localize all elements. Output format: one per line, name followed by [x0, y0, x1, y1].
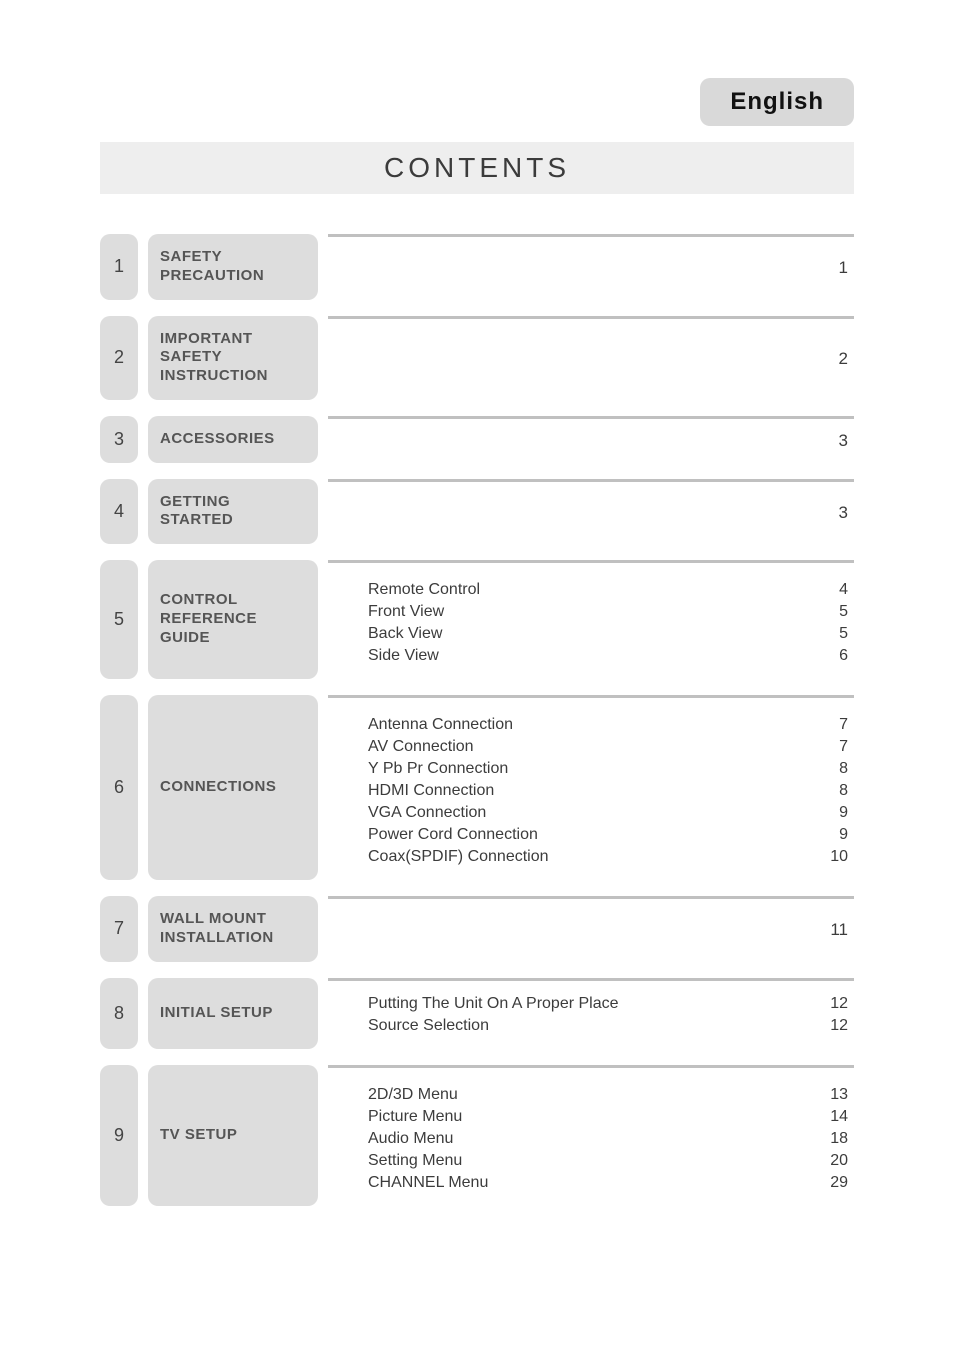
detail-page: 4	[808, 581, 848, 599]
detail-text: Picture Menu	[368, 1108, 462, 1126]
detail-page: 8	[808, 782, 848, 800]
section-row: 8 INITIAL SETUP Putting The Unit On A Pr…	[100, 978, 854, 1049]
section-details: Putting The Unit On A Proper Place 12 Sou…	[328, 978, 854, 1049]
section-label: WALL MOUNT INSTALLATION	[148, 896, 318, 962]
section-number: 2	[100, 316, 138, 400]
detail-page: 6	[808, 647, 848, 665]
detail-line: Audio Menu 18	[368, 1130, 848, 1148]
detail-page: 18	[808, 1130, 848, 1148]
detail-text: Side View	[368, 647, 439, 665]
detail-text: CHANNEL Menu	[368, 1174, 488, 1192]
detail-page: 5	[808, 625, 848, 643]
detail-page: 5	[808, 603, 848, 621]
section-number: 1	[100, 234, 138, 300]
section-row: 1 SAFETY PRECAUTION 1	[100, 234, 854, 300]
section-label: CONTROL REFERENCE GUIDE	[148, 560, 318, 679]
detail-page: 13	[808, 1086, 848, 1104]
detail-page: 10	[808, 848, 848, 866]
detail-line: Remote Control 4	[368, 581, 848, 599]
section-number: 9	[100, 1065, 138, 1206]
detail-text: Antenna Connection	[368, 716, 513, 734]
detail-page: 12	[808, 1017, 848, 1035]
section-row: 2 IMPORTANT SAFETY INSTRUCTION 2	[100, 316, 854, 400]
section-number: 3	[100, 416, 138, 463]
section-row: 6 CONNECTIONS Antenna Connection 7 AV Con…	[100, 695, 854, 880]
detail-page: 14	[808, 1108, 848, 1126]
detail-text: Y Pb Pr Connection	[368, 760, 508, 778]
detail-text: Audio Menu	[368, 1130, 453, 1148]
section-page: 1	[328, 234, 854, 300]
detail-page: 9	[808, 826, 848, 844]
detail-line: Source Selection 12	[368, 1017, 848, 1035]
section-row: 7 WALL MOUNT INSTALLATION 11	[100, 896, 854, 962]
detail-text: Back View	[368, 625, 442, 643]
detail-text: VGA Connection	[368, 804, 486, 822]
detail-text: Putting The Unit On A Proper Place	[368, 995, 619, 1013]
detail-line: Antenna Connection 7	[368, 716, 848, 734]
detail-text: Coax(SPDIF) Connection	[368, 848, 549, 866]
page-title: CONTENTS	[384, 152, 570, 184]
section-row: 5 CONTROL REFERENCE GUIDE Remote Control…	[100, 560, 854, 679]
section-label: ACCESSORIES	[148, 416, 318, 463]
detail-line: Side View 6	[368, 647, 848, 665]
section-page: 3	[328, 416, 854, 463]
detail-page: 12	[808, 995, 848, 1013]
section-label: INITIAL SETUP	[148, 978, 318, 1049]
detail-text: Front View	[368, 603, 444, 621]
detail-line: Back View 5	[368, 625, 848, 643]
section-number: 7	[100, 896, 138, 962]
detail-page: 9	[808, 804, 848, 822]
title-bar: CONTENTS	[100, 142, 854, 194]
detail-text: AV Connection	[368, 738, 474, 756]
detail-line: Power Cord Connection 9	[368, 826, 848, 844]
section-label: TV SETUP	[148, 1065, 318, 1206]
section-row: 3 ACCESSORIES 3	[100, 416, 854, 463]
detail-text: Power Cord Connection	[368, 826, 538, 844]
section-details: Remote Control 4 Front View 5 Back View 5 S…	[328, 560, 854, 679]
detail-line: Y Pb Pr Connection 8	[368, 760, 848, 778]
detail-text: HDMI Connection	[368, 782, 494, 800]
section-number: 5	[100, 560, 138, 679]
detail-text: 2D/3D Menu	[368, 1086, 458, 1104]
detail-page: 8	[808, 760, 848, 778]
detail-page: 7	[808, 738, 848, 756]
detail-line: Setting Menu 20	[368, 1152, 848, 1170]
detail-line: Coax(SPDIF) Connection 10	[368, 848, 848, 866]
section-row: 9 TV SETUP 2D/3D Menu 13 Picture Menu 14 A…	[100, 1065, 854, 1206]
detail-text: Setting Menu	[368, 1152, 462, 1170]
detail-page: 7	[808, 716, 848, 734]
section-number: 8	[100, 978, 138, 1049]
section-page: 2	[328, 316, 854, 400]
section-label: SAFETY PRECAUTION	[148, 234, 318, 300]
detail-line: Front View 5	[368, 603, 848, 621]
detail-page: 20	[808, 1152, 848, 1170]
section-number: 4	[100, 479, 138, 545]
detail-line: CHANNEL Menu 29	[368, 1174, 848, 1192]
detail-line: HDMI Connection 8	[368, 782, 848, 800]
detail-line: AV Connection 7	[368, 738, 848, 756]
detail-line: Picture Menu 14	[368, 1108, 848, 1126]
detail-page: 29	[808, 1174, 848, 1192]
section-details: Antenna Connection 7 AV Connection 7 Y Pb …	[328, 695, 854, 880]
section-page: 11	[328, 896, 854, 962]
section-row: 4 GETTING STARTED 3	[100, 479, 854, 545]
section-label: GETTING STARTED	[148, 479, 318, 545]
section-page: 3	[328, 479, 854, 545]
section-label: CONNECTIONS	[148, 695, 318, 880]
language-badge: English	[700, 78, 854, 126]
detail-line: VGA Connection 9	[368, 804, 848, 822]
detail-text: Remote Control	[368, 581, 480, 599]
section-label: IMPORTANT SAFETY INSTRUCTION	[148, 316, 318, 400]
section-number: 6	[100, 695, 138, 880]
detail-line: 2D/3D Menu 13	[368, 1086, 848, 1104]
contents-page: English CONTENTS 1 SAFETY PRECAUTION 1 2…	[0, 0, 954, 1206]
section-details: 2D/3D Menu 13 Picture Menu 14 Audio Menu 18…	[328, 1065, 854, 1206]
detail-line: Putting The Unit On A Proper Place 12	[368, 995, 848, 1013]
contents-list: 1 SAFETY PRECAUTION 1 2 IMPORTANT SAFETY…	[100, 234, 854, 1206]
detail-text: Source Selection	[368, 1017, 489, 1035]
